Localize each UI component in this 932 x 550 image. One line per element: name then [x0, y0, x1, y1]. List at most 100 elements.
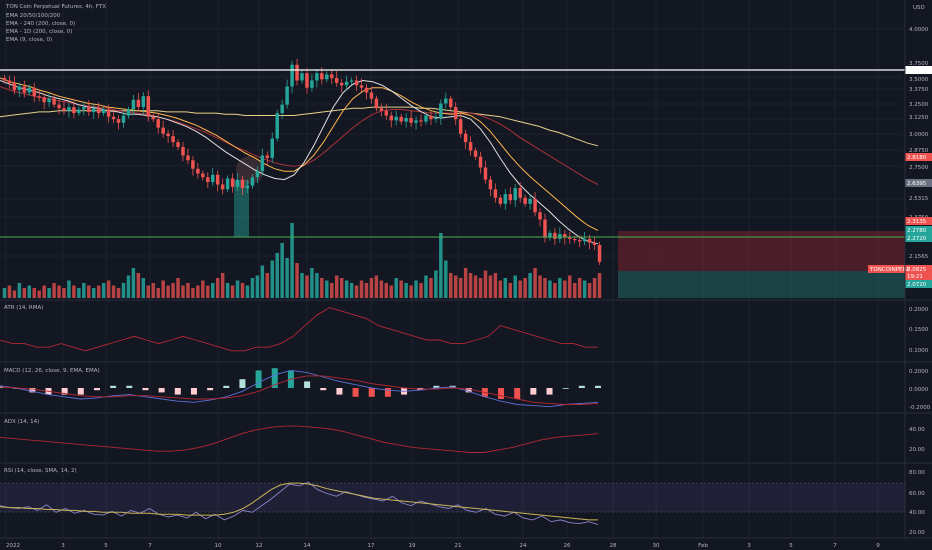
price-tag-label: 2.0825 — [907, 267, 927, 273]
atr-line — [0, 307, 598, 352]
candle-body — [320, 73, 324, 80]
macd-tick-label: -0.2000 — [909, 405, 931, 411]
price-tag-label: 2.6395 — [907, 181, 927, 187]
volume-bar — [62, 288, 66, 298]
volume-bar — [334, 275, 339, 298]
price-tag-bg — [905, 153, 932, 161]
macd-histogram-bar — [255, 370, 262, 388]
candle-body — [533, 198, 537, 213]
volume-bar — [255, 275, 260, 298]
price-tag-bg — [905, 280, 932, 288]
price-tag-label: 2.8180 — [907, 155, 927, 161]
candle-body — [161, 127, 165, 134]
grid — [0, 0, 902, 538]
macd-histogram-bar — [562, 388, 569, 389]
macd-histogram-bar — [77, 388, 84, 395]
candle-body — [359, 85, 364, 88]
price-tick-label: 2.5315 — [909, 196, 929, 202]
candle-body — [12, 82, 17, 91]
time-tick-label: 30 — [653, 543, 660, 549]
candle-body — [488, 179, 493, 190]
price-tag-label: 2.0720 — [907, 282, 927, 288]
volume-bar — [305, 275, 309, 298]
price-tick-label: 4.0000 — [909, 27, 929, 33]
candle-body — [315, 73, 319, 81]
volume-bar — [211, 283, 215, 298]
volume-bar — [235, 280, 240, 298]
candle-body — [414, 120, 418, 123]
legend-ema-240: EMA - 240 (200, close, 0) — [6, 21, 75, 27]
highlight-zone — [234, 180, 249, 237]
rsi-tick-label: 40.00 — [909, 510, 925, 516]
adx-label: ADX (14, 14) — [4, 419, 39, 425]
volume-bar — [87, 285, 91, 298]
candle-body — [171, 136, 175, 143]
take-profit-zone[interactable] — [618, 271, 905, 298]
volume-bar — [508, 283, 512, 298]
candle-body — [22, 86, 27, 93]
candle-body — [369, 92, 374, 99]
candle-body — [146, 96, 151, 117]
candle-body — [290, 64, 294, 87]
candle-body — [597, 244, 602, 262]
candle-body — [409, 117, 413, 123]
volume-bar — [325, 280, 329, 298]
volume-bar — [468, 273, 473, 298]
macd-histogram-bar — [239, 379, 246, 388]
rsi-sma-line — [0, 482, 598, 521]
candle-body — [62, 108, 66, 111]
candle-body — [538, 212, 542, 220]
volume-bar — [518, 280, 522, 298]
volume-bar — [17, 283, 22, 298]
price-tag-bg — [905, 272, 932, 280]
candle-body — [548, 232, 552, 238]
volume-bar — [230, 285, 235, 298]
candle-body — [131, 99, 136, 110]
volume-bar — [339, 278, 344, 298]
candle-body — [166, 133, 170, 137]
candle-body — [463, 133, 468, 143]
volume-bar — [2, 288, 7, 298]
currency-label: USD — [913, 5, 925, 11]
candle-body — [300, 73, 304, 81]
candle-body — [389, 115, 393, 121]
candle-body — [220, 184, 225, 190]
legend-ema-20-50-100-200: EMA 20/50/100/200 — [6, 13, 61, 19]
candle-body — [136, 99, 141, 108]
volume-bar — [116, 288, 121, 298]
macd-histogram-bar — [514, 388, 521, 399]
volume-bar — [176, 278, 180, 298]
price-tick-label: 3.2500 — [909, 102, 929, 108]
candle-body — [334, 78, 339, 83]
candle-body — [92, 108, 96, 112]
macd-signal-line — [0, 375, 599, 405]
candle-body — [72, 107, 76, 114]
candle-body — [211, 174, 215, 183]
candle-body — [101, 109, 106, 114]
volume-bar — [538, 275, 542, 298]
volume-bar — [136, 273, 141, 298]
candle-body — [568, 237, 572, 239]
volume-bar — [548, 280, 552, 298]
adx-line — [0, 425, 599, 453]
macd-histogram-bar — [433, 385, 440, 388]
volume-bar — [543, 278, 547, 298]
volume-bar — [374, 275, 379, 298]
candle-body — [508, 194, 512, 201]
candle-body — [201, 173, 205, 178]
time-tick-label: 3 — [61, 543, 65, 549]
candle-body — [32, 87, 36, 97]
stop-loss-zone[interactable] — [618, 231, 905, 271]
candle-body — [260, 155, 265, 172]
volume-bar — [146, 285, 151, 298]
volume-bar — [488, 275, 493, 298]
volume-bar — [572, 283, 577, 298]
adx-tick-label: 20.00 — [909, 447, 925, 453]
candle-body — [240, 179, 245, 189]
candle-body — [47, 98, 51, 103]
macd-histogram-bar — [110, 385, 117, 388]
candle-body — [250, 177, 255, 186]
time-tick-label: 28 — [610, 543, 617, 549]
volume-bar — [82, 283, 86, 298]
